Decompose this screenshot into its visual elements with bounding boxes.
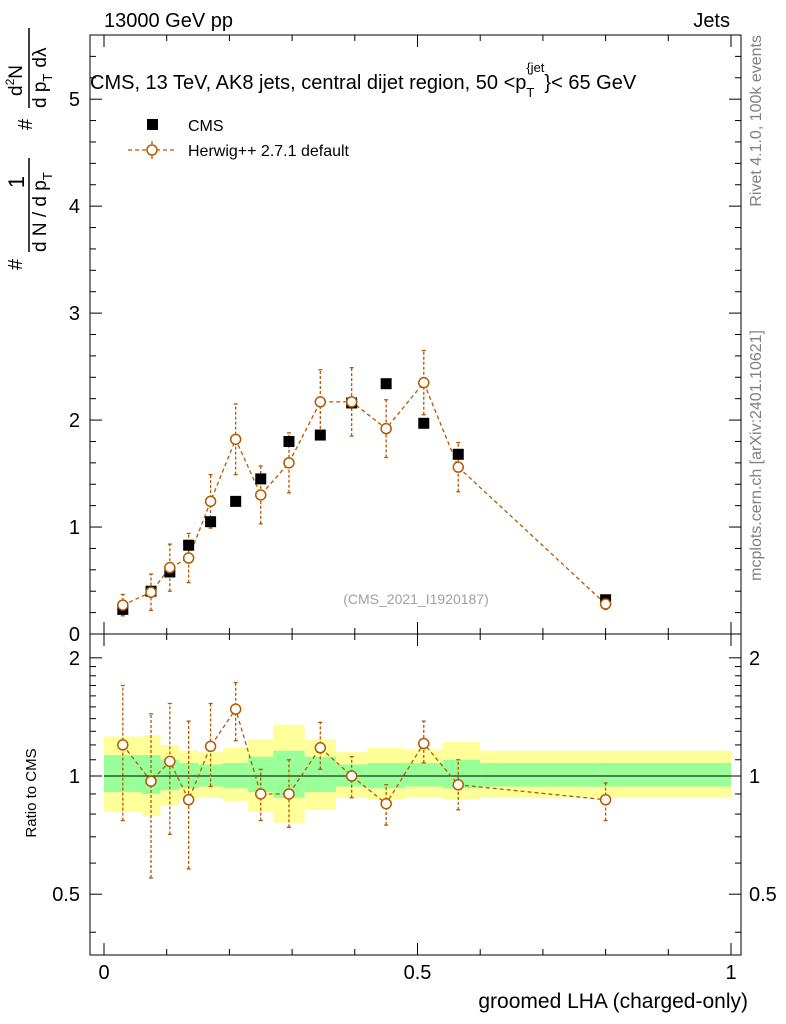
main-ytick-label: 0 [69, 624, 80, 646]
data-point [205, 516, 217, 528]
mc-point [117, 599, 129, 611]
legend-data-marker [147, 119, 158, 130]
x-tick-label: 0.5 [404, 962, 432, 984]
title-p: p [515, 72, 526, 94]
main-ytick-label: 2 [69, 410, 80, 432]
ylabel-hash-1: # [5, 258, 27, 270]
ratio-point [345, 770, 358, 782]
data-point [230, 495, 242, 507]
ratio-point [418, 737, 430, 750]
x-axis-label: groomed LHA (charged-only) [478, 990, 748, 1013]
ratio-point [283, 788, 295, 800]
main-ytick-label: 3 [69, 303, 80, 325]
ratio-ytick-label-right: 2 [749, 648, 760, 670]
ylabel-dl: dλ [30, 47, 51, 68]
ratio-band-inner [480, 762, 731, 787]
data-point [452, 448, 464, 460]
ratio-bands-group [104, 724, 731, 823]
mc-point [452, 461, 465, 473]
ylabel-two: 2 [3, 78, 17, 85]
x-tick-label: 1 [725, 962, 736, 984]
analysis-watermark: (CMS_2021_I1920187) [343, 591, 489, 607]
mc-point [204, 495, 217, 508]
title-text-before: CMS, 13 TeV, AK8 jets, central dijet reg… [90, 72, 515, 94]
ratio-series-group [117, 681, 612, 879]
ratio-band-inner [160, 759, 180, 791]
ratio-ytick-label-right: 1 [749, 766, 760, 788]
ratio-ytick-label: 2 [69, 648, 80, 670]
mc-point [345, 396, 358, 408]
mc-point [164, 561, 176, 574]
ylabel-den: d pTdλ [30, 47, 55, 108]
ratio-mc-line [122, 707, 606, 805]
ratio-frame [89, 633, 742, 956]
ratio-point [255, 788, 267, 800]
ratio-point [380, 797, 392, 810]
rivet-label: Rivet 4.1.0, 100k events [748, 35, 765, 207]
ratio-ytick-label-right: 0.5 [749, 884, 777, 906]
mc-point [599, 598, 612, 610]
ratio-point [182, 794, 195, 806]
mc-point [229, 433, 242, 446]
ratio-ytick-label: 1 [69, 766, 80, 788]
ylabel-t2: T [40, 74, 55, 82]
header-energy: 13000 GeV pp [104, 10, 233, 32]
data-point [283, 435, 295, 447]
data-point [314, 429, 326, 441]
ylabel-n: N [6, 65, 27, 79]
legend-mc-marker [146, 144, 158, 156]
ratio-point [314, 742, 327, 754]
mc-point [380, 422, 392, 435]
mc-point [182, 552, 195, 564]
title-text-after: }< 65 GeV [544, 72, 636, 94]
x-tick-label: 0 [98, 962, 109, 984]
data-point [380, 378, 392, 390]
ylabel-dn: d N / d p [30, 180, 51, 252]
data-point [255, 473, 267, 485]
legend: CMS Herwig++ 2.7.1 default [128, 118, 350, 160]
main-ytick-label: 4 [69, 196, 80, 218]
ylabel-d2: d [6, 85, 27, 96]
ratio-ytick-label: 0.5 [52, 884, 80, 906]
main-ylabel: # 1 d N / d pT # d2N d pTdλ [3, 28, 55, 270]
ratio-point [164, 755, 176, 768]
data-point [183, 539, 195, 551]
ylabel-dndpt: d N / d pT [30, 172, 55, 252]
ratio-point [204, 740, 217, 753]
ylabel-one: 1 [4, 176, 29, 188]
mc-point [418, 376, 430, 389]
ratio-point [117, 739, 129, 751]
header-jets: Jets [693, 10, 730, 32]
main-ytick-label: 5 [69, 89, 80, 111]
title-sup-jet: {jet [526, 60, 544, 75]
ratio-point [145, 775, 157, 787]
ratio-band-inner [404, 762, 443, 787]
ratio-point [452, 779, 465, 791]
legend-mc-label: Herwig++ 2.7.1 default [188, 143, 350, 160]
mc-point [145, 586, 157, 599]
data-point [418, 417, 430, 429]
mc-point [255, 489, 267, 501]
mcplots-label: mcplots.cern.ch [arXiv:2401.10621] [748, 330, 765, 581]
ratio-point [599, 794, 612, 806]
ratio-axis-ticks: 0.5 0.5 1 1 2 2 0 0.5 1 [52, 634, 777, 984]
main-title: CMS, 13 TeV, AK8 jets, central dijet reg… [90, 60, 637, 100]
ylabel-hash-2: # [15, 118, 37, 130]
ratio-point [229, 703, 242, 715]
ratio-ylabel: Ratio to CMS [23, 748, 40, 837]
mc-point [283, 457, 295, 469]
legend-data-label: CMS [188, 118, 224, 135]
title-sub-t: T [526, 85, 534, 100]
mc-line [122, 381, 607, 606]
ylabel-dp: d p [30, 82, 51, 108]
ylabel-t1: T [40, 172, 55, 180]
main-ytick-label: 1 [69, 517, 80, 539]
mc-point [314, 396, 327, 408]
ylabel-num: d2N [3, 65, 27, 96]
main-series-group [117, 349, 612, 617]
